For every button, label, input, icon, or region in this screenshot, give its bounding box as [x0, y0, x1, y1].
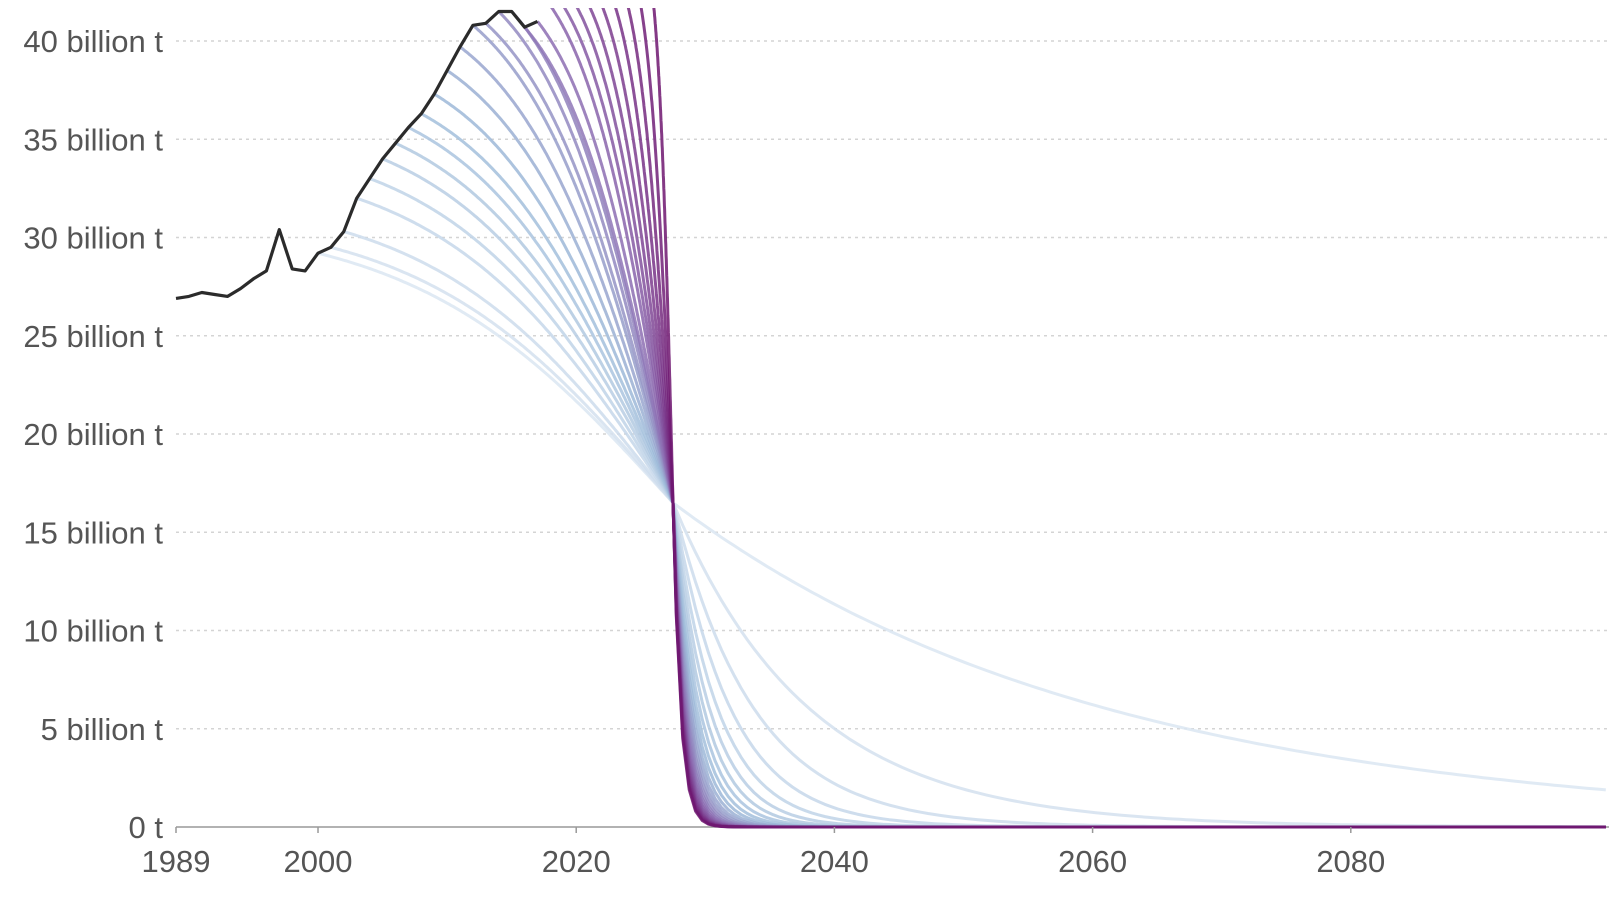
y-tick-label: 30 billion t	[23, 221, 163, 256]
pathway-line	[523, 26, 1606, 829]
y-tick-label: 35 billion t	[23, 122, 163, 157]
historical-emissions	[175, 9, 539, 300]
pathway-line	[639, 8, 1606, 829]
x-tick-label: 2080	[1316, 844, 1385, 879]
pathway-line	[330, 245, 1606, 829]
pathway-line	[536, 20, 1606, 829]
mitigation-pathways	[317, 8, 1606, 829]
y-axis-ticks: 0 t 5 billion t 10 billion t 15 billion t 20…	[23, 24, 163, 845]
pathway-line	[317, 251, 1606, 792]
x-tick-label: 2000	[284, 844, 353, 879]
y-tick-label: 0 t	[129, 810, 164, 845]
y-tick-label: 20 billion t	[23, 417, 163, 452]
x-axis-ticks: 1989 2000 2020 2040 2060 2080	[142, 827, 1385, 879]
x-tick-label: 2060	[1058, 844, 1127, 879]
pathway-line	[510, 10, 1606, 829]
y-tick-label: 10 billion t	[23, 614, 163, 649]
pathway-line	[407, 126, 1606, 829]
y-tick-label: 40 billion t	[23, 24, 163, 59]
pathway-line	[369, 177, 1606, 829]
y-tick-label: 5 billion t	[41, 712, 164, 747]
gridlines	[176, 40, 1609, 730]
x-tick-label: 2020	[542, 844, 611, 879]
pathway-line	[614, 8, 1606, 829]
pathway-line	[626, 8, 1606, 829]
y-tick-label: 15 billion t	[23, 515, 163, 550]
pathway-line	[381, 157, 1606, 829]
pathway-line	[652, 8, 1606, 829]
historical-emissions-line	[175, 9, 539, 300]
pathway-line	[343, 230, 1606, 829]
pathway-line	[588, 8, 1606, 829]
x-tick-label: 2040	[800, 844, 869, 879]
y-tick-label: 25 billion t	[23, 319, 163, 354]
x-tick-label: 1989	[142, 844, 211, 879]
pathway-line	[420, 112, 1606, 829]
pathway-line	[433, 92, 1606, 829]
